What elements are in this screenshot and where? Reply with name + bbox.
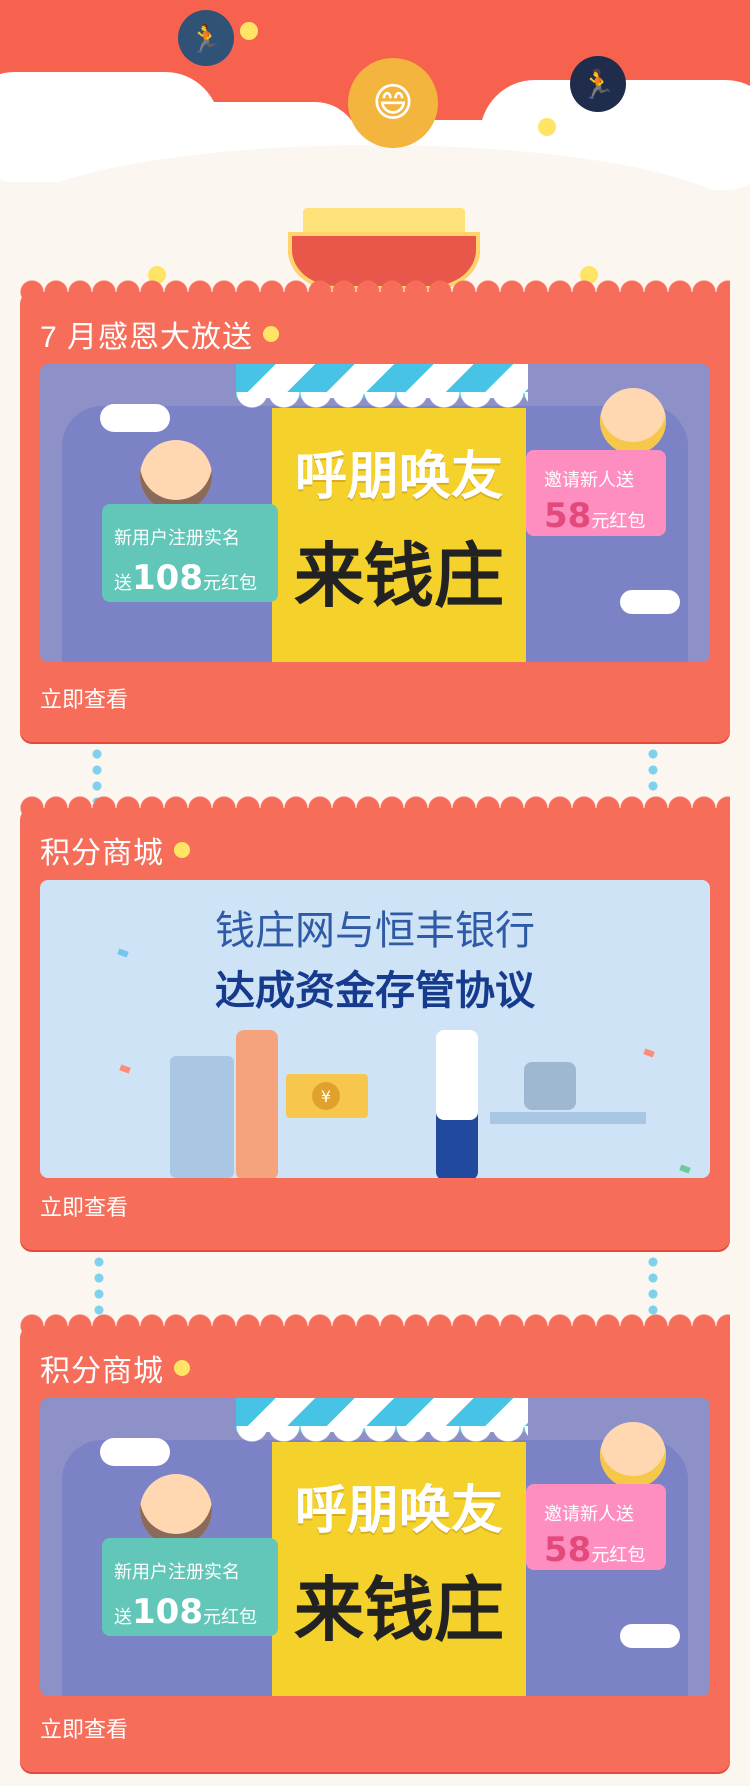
banner-headline-bottom: 来钱庄 bbox=[294, 535, 504, 617]
referral-banner[interactable]: 呼朋唤友 来钱庄 新用户注册实名 送108元红包 邀请新人送 58元红包 bbox=[40, 364, 710, 662]
card-scallop bbox=[20, 280, 730, 304]
invite-bonus: 58元红包 bbox=[544, 496, 645, 536]
cheering-kid-icon: 😄 bbox=[348, 58, 438, 148]
bonus-amount: 108 bbox=[132, 1592, 203, 1632]
invite-suffix: 元红包 bbox=[591, 1545, 646, 1566]
person-right-illustration bbox=[436, 1030, 478, 1178]
confetti-icon bbox=[643, 1048, 655, 1058]
girl-avatar-icon bbox=[600, 1422, 666, 1488]
coin-icon bbox=[148, 266, 166, 284]
card-scallop bbox=[20, 796, 730, 820]
podium-top bbox=[303, 208, 465, 236]
confetti-icon bbox=[679, 1164, 691, 1174]
new-user-bonus: 送108元红包 bbox=[114, 1592, 257, 1632]
title-dot-icon bbox=[174, 1360, 190, 1376]
boy-avatar-icon bbox=[140, 440, 212, 512]
coin-icon bbox=[240, 22, 258, 40]
cloud-icon bbox=[620, 590, 680, 614]
bonus-amount: 108 bbox=[132, 558, 203, 598]
cloud-icon bbox=[100, 404, 170, 432]
dotted-connector bbox=[94, 1254, 104, 1318]
invite-amount: 58 bbox=[544, 496, 592, 536]
title-dot-icon bbox=[174, 842, 190, 858]
news-headline-bottom: 达成资金存管协议 bbox=[215, 968, 535, 1014]
referral-banner[interactable]: 呼朋唤友 来钱庄 新用户注册实名 送108元红包 邀请新人送 58元红包 bbox=[40, 1398, 710, 1696]
hero-banner: 🏃 😄 🏃 bbox=[0, 0, 750, 315]
girl-avatar-icon bbox=[600, 388, 666, 454]
card-title: 7 月感恩大放送 bbox=[40, 321, 254, 354]
coin-icon bbox=[538, 118, 556, 136]
new-user-line: 新用户注册实名 bbox=[114, 528, 240, 549]
dotted-connector bbox=[92, 746, 102, 802]
yuan-coin-icon: ¥ bbox=[312, 1082, 340, 1110]
chair-illustration bbox=[170, 1056, 234, 1178]
shop-sign bbox=[272, 1442, 526, 1696]
news-headline-top: 钱庄网与恒丰银行 bbox=[215, 908, 535, 954]
dotted-connector bbox=[648, 1254, 658, 1318]
bonus-suffix: 元红包 bbox=[202, 1607, 257, 1628]
dotted-connector bbox=[648, 746, 658, 802]
new-user-bubble: 新用户注册实名 送108元红包 bbox=[102, 1538, 278, 1636]
shop-sign bbox=[272, 408, 526, 662]
banner-headline-top: 呼朋唤友 bbox=[294, 446, 503, 507]
person-left-illustration bbox=[236, 1030, 278, 1178]
businessman-icon: 🏃 bbox=[178, 10, 234, 66]
card-header: 7 月感恩大放送 bbox=[40, 312, 280, 356]
cloud-icon bbox=[100, 1438, 170, 1466]
card-title: 积分商城 bbox=[40, 837, 164, 870]
new-user-line: 新用户注册实名 bbox=[114, 1562, 240, 1583]
news-banner[interactable]: 钱庄网与恒丰银行 达成资金存管协议 ¥ bbox=[40, 880, 710, 1178]
invite-line: 邀请新人送 bbox=[544, 1504, 634, 1525]
invite-bubble: 邀请新人送 58元红包 bbox=[526, 1484, 666, 1570]
card-title: 积分商城 bbox=[40, 1355, 164, 1388]
cloud-icon bbox=[620, 1624, 680, 1648]
card-header: 积分商城 bbox=[40, 1346, 190, 1390]
view-now-link[interactable]: 立即查看 bbox=[40, 687, 129, 712]
new-user-bonus: 送108元红包 bbox=[114, 558, 257, 598]
coin-icon bbox=[580, 266, 598, 284]
banner-headline-bottom: 来钱庄 bbox=[294, 1569, 504, 1651]
invite-suffix: 元红包 bbox=[591, 511, 646, 532]
card-scallop bbox=[20, 1314, 730, 1338]
invite-amount: 58 bbox=[544, 1530, 592, 1570]
bonus-prefix: 送 bbox=[114, 1607, 132, 1628]
bonus-prefix: 送 bbox=[114, 573, 132, 594]
invite-bonus: 58元红包 bbox=[544, 1530, 645, 1570]
title-dot-icon bbox=[263, 326, 280, 342]
promo-card-3: 积分商城 呼朋唤友 来钱庄 新用户注册实名 送108元红包 邀请新人送 58元红… bbox=[20, 1314, 730, 1772]
safe-icon bbox=[524, 1062, 576, 1110]
boy-avatar-icon bbox=[140, 1474, 212, 1546]
card-header: 积分商城 bbox=[40, 828, 190, 872]
promo-card-1: 7 月感恩大放送 呼朋唤友 来钱庄 新用户注册实名 送108元红包 邀请新人送 … bbox=[20, 280, 730, 742]
runner-icon: 🏃 bbox=[570, 56, 626, 112]
invite-bubble: 邀请新人送 58元红包 bbox=[526, 450, 666, 536]
desk-illustration bbox=[490, 1112, 646, 1124]
promo-card-2: 积分商城 钱庄网与恒丰银行 达成资金存管协议 ¥ 立即查看 bbox=[20, 796, 730, 1250]
view-now-link[interactable]: 立即查看 bbox=[40, 1195, 129, 1220]
bonus-suffix: 元红包 bbox=[202, 573, 257, 594]
view-now-link[interactable]: 立即查看 bbox=[40, 1717, 129, 1742]
new-user-bubble: 新用户注册实名 送108元红包 bbox=[102, 504, 278, 602]
invite-line: 邀请新人送 bbox=[544, 470, 634, 491]
banner-headline-top: 呼朋唤友 bbox=[294, 1480, 503, 1541]
confetti-icon bbox=[119, 1064, 131, 1074]
